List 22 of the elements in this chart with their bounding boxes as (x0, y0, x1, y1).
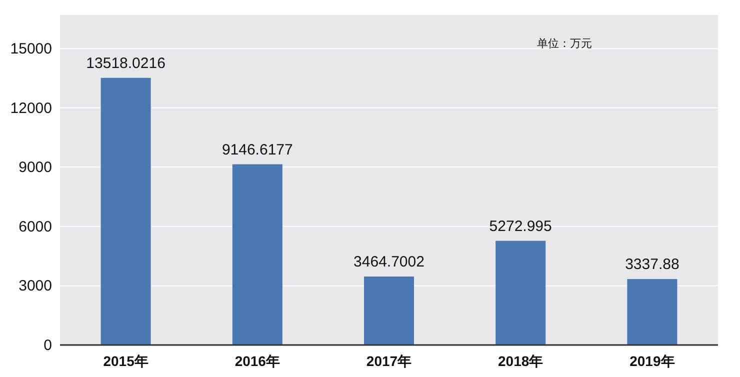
data-label: 3464.7002 (354, 254, 424, 271)
y-tick-label: 9000 (18, 159, 52, 176)
bar (627, 279, 678, 345)
data-label: 3337.88 (625, 256, 680, 274)
y-tick-label: 12000 (10, 100, 52, 117)
y-tick-label: 3000 (18, 278, 52, 295)
y-tick-label: 0 (44, 337, 52, 354)
x-tick-label: 2016年 (234, 353, 280, 369)
bar (100, 78, 151, 345)
y-tick-label: 15000 (10, 40, 52, 58)
x-tick-label: 2017年 (366, 353, 412, 369)
data-label: 9146.6177 (222, 141, 293, 158)
x-tick-label: 2015年 (103, 353, 148, 369)
bar (496, 240, 546, 345)
y-tick-label: 6000 (18, 218, 52, 236)
data-label: 13518.0216 (86, 54, 166, 72)
annotation: 单位：万元 (537, 37, 592, 50)
bar (232, 164, 282, 345)
x-tick-label: 2019年 (630, 353, 675, 369)
x-tick-label: 2018年 (498, 353, 544, 369)
data-label: 5272.995 (489, 218, 552, 235)
bar (364, 276, 414, 345)
